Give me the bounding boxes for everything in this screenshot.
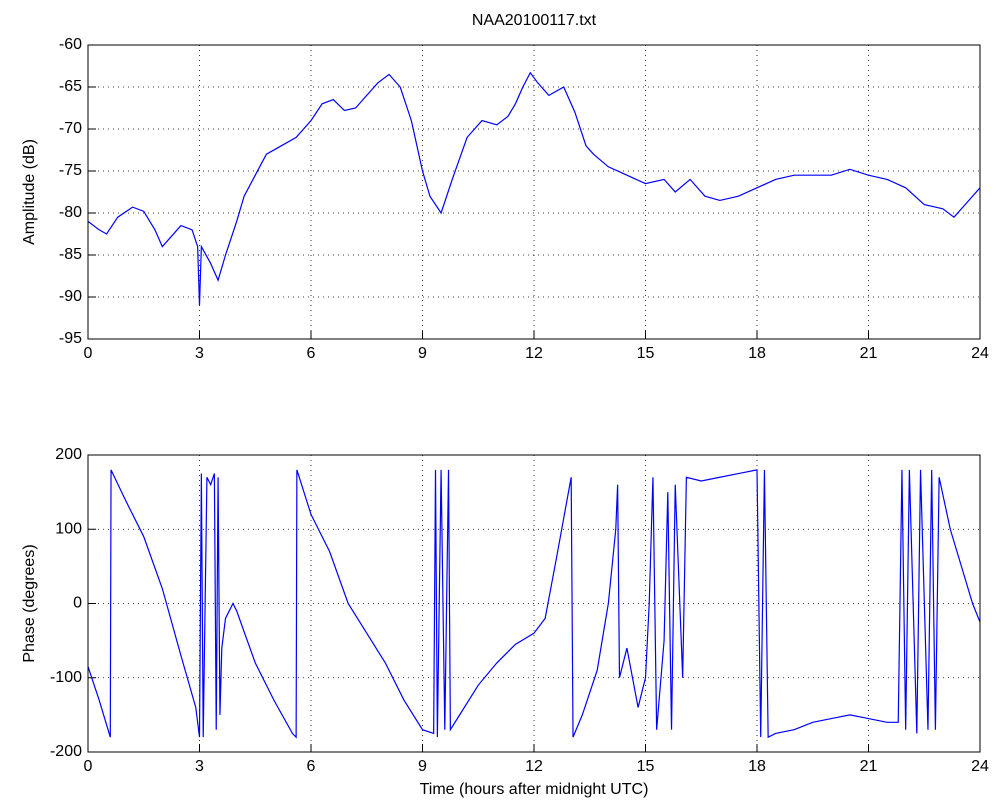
y-tick-label: -95: [59, 330, 82, 347]
x-tick-label: 9: [418, 758, 427, 775]
y-tick-label: -75: [59, 162, 82, 179]
x-tick-label: 15: [637, 758, 655, 775]
x-tick-label: 0: [84, 758, 93, 775]
x-tick-label: 0: [84, 345, 93, 362]
data-line: [87, 469, 981, 739]
y-tick-label: -65: [59, 78, 82, 95]
x-tick-label: 6: [307, 345, 316, 362]
y-tick-label: -80: [59, 204, 82, 221]
x-tick-label: 12: [525, 345, 543, 362]
y-axis-label: Phase (degrees): [21, 544, 38, 662]
y-tick-label: -60: [59, 36, 82, 53]
x-tick-label: 3: [195, 758, 204, 775]
axes-background: [88, 45, 980, 339]
x-tick-label: 21: [860, 758, 878, 775]
x-axis-label: Time (hours after midnight UTC): [420, 781, 649, 798]
x-tick-label: 24: [971, 345, 989, 362]
x-tick-label: 24: [971, 758, 989, 775]
y-tick-label: -200: [50, 743, 82, 760]
x-tick-label: 3: [195, 345, 204, 362]
x-tick-label: 9: [418, 345, 427, 362]
y-tick-label: 200: [55, 446, 82, 463]
axes-frame: [87, 44, 981, 340]
x-tick-label: 12: [525, 758, 543, 775]
y-axis-label: Amplitude (dB): [21, 139, 38, 245]
x-tick-label: 18: [748, 345, 766, 362]
x-tick-label: 6: [307, 758, 316, 775]
y-tick-label: 0: [73, 595, 82, 612]
data-line: [87, 71, 981, 306]
chart-title: NAA20100117.txt: [472, 12, 597, 29]
x-tick-label: 21: [860, 345, 878, 362]
x-tick-label: 15: [637, 345, 655, 362]
y-tick-label: -85: [59, 246, 82, 263]
y-tick-label: 100: [55, 520, 82, 537]
y-tick-label: -90: [59, 288, 82, 305]
x-tick-label: 18: [748, 758, 766, 775]
y-tick-label: -100: [50, 669, 82, 686]
y-tick-label: -70: [59, 120, 82, 137]
axes-frame: [87, 454, 981, 753]
